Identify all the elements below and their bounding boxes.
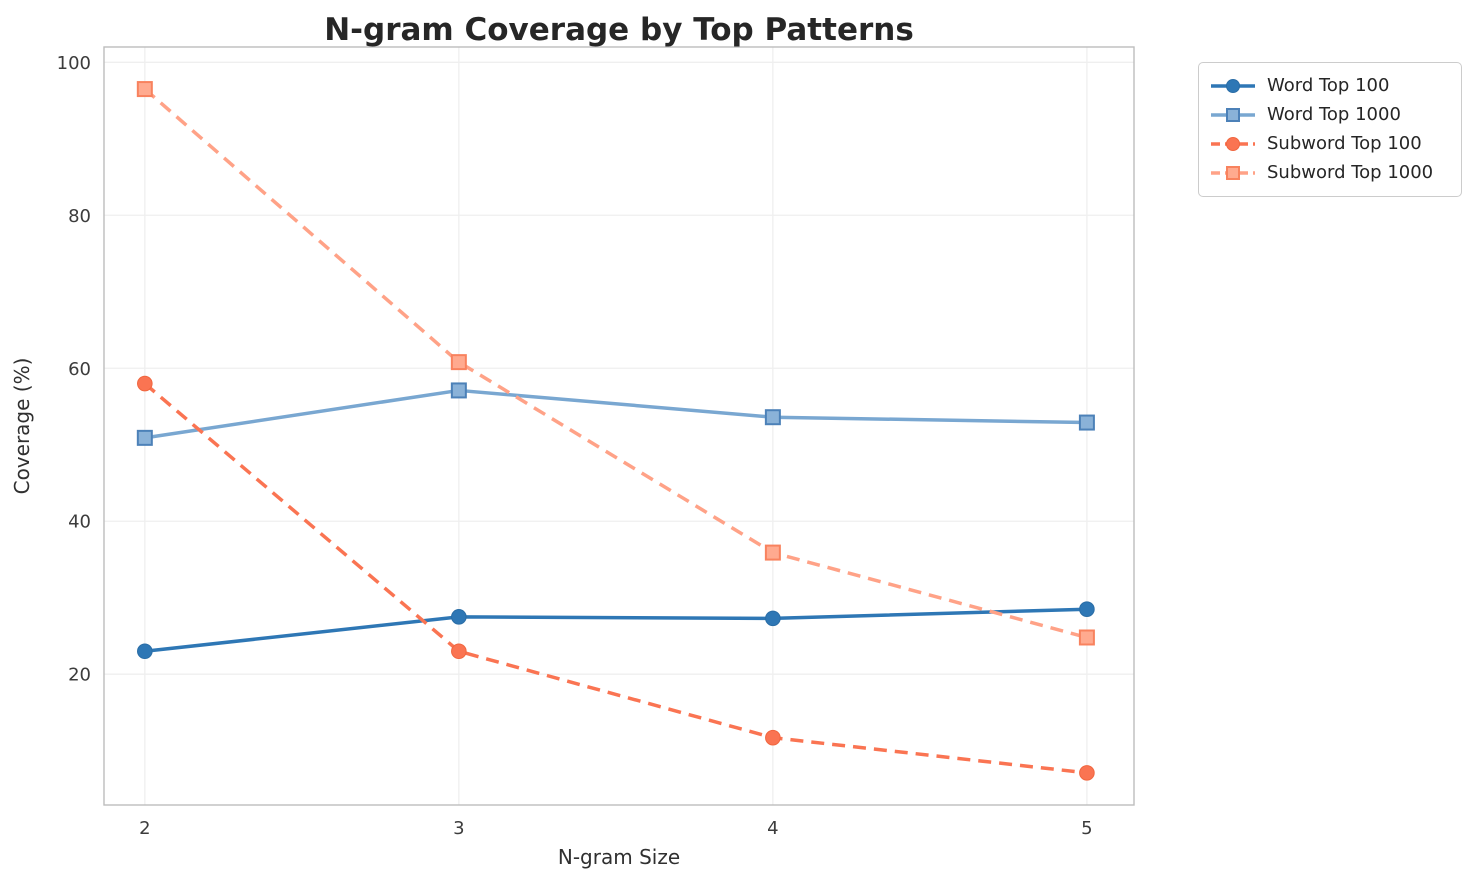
data-point-subword-top-100 xyxy=(1079,765,1095,781)
x-tick-label: 4 xyxy=(767,818,778,839)
legend-sample-marker xyxy=(1226,166,1240,180)
legend-sample-line-icon xyxy=(1211,79,1255,93)
series-layer xyxy=(136,81,1095,781)
data-point-subword-top-100 xyxy=(451,643,467,660)
data-point-word-top-100 xyxy=(137,643,153,660)
y-tick-label: 80 xyxy=(68,206,91,227)
grid-layer xyxy=(104,47,1134,805)
data-point-word-top-1000 xyxy=(136,429,153,446)
legend-item-word-top-100: Word Top 100 xyxy=(1210,72,1448,100)
y-tick-label: 60 xyxy=(68,359,91,380)
legend-item-subword-top-100: Subword Top 100 xyxy=(1210,130,1448,158)
legend-label: Word Top 100 xyxy=(1267,75,1390,96)
data-point-subword-top-1000 xyxy=(764,544,781,561)
data-point-word-top-1000 xyxy=(450,382,467,399)
data-point-subword-top-1000 xyxy=(1078,629,1095,646)
data-point-word-top-1000 xyxy=(764,409,781,426)
data-point-word-top-100 xyxy=(1079,601,1095,617)
tick-layer: 20 40 60 80 100 2 3 4 5 xyxy=(57,53,1093,839)
x-axis-label: N-gram Size xyxy=(558,845,680,869)
data-point-word-top-100 xyxy=(451,609,467,625)
y-tick-label: 100 xyxy=(57,53,91,74)
legend-sample-line-icon xyxy=(1211,166,1255,180)
legend-sample-marker xyxy=(1226,137,1240,151)
x-tick-label: 3 xyxy=(453,818,464,839)
legend-label: Word Top 1000 xyxy=(1267,104,1401,125)
chart-title: N-gram Coverage by Top Patterns xyxy=(324,12,914,48)
legend-label: Subword Top 1000 xyxy=(1267,162,1434,183)
data-point-subword-top-1000 xyxy=(136,81,153,98)
data-point-subword-top-1000 xyxy=(450,354,467,371)
series-line-subword-top-100 xyxy=(143,382,1088,775)
legend-item-word-top-1000: Word Top 1000 xyxy=(1210,101,1448,129)
data-point-subword-top-100 xyxy=(765,729,781,746)
series-line-word-top-100 xyxy=(144,607,1087,653)
legend-item-subword-top-1000: Subword Top 1000 xyxy=(1210,159,1448,187)
series-line-subword-top-1000 xyxy=(143,87,1088,640)
x-tick-label: 5 xyxy=(1081,818,1092,839)
y-tick-label: 20 xyxy=(68,665,91,686)
plot-border xyxy=(103,46,1135,806)
legend-label: Subword Top 100 xyxy=(1267,133,1422,154)
x-tick-label: 2 xyxy=(139,818,150,839)
y-tick-label: 40 xyxy=(68,512,91,533)
data-point-subword-top-100 xyxy=(137,375,153,392)
legend-sample-marker xyxy=(1226,108,1240,122)
data-point-word-top-100 xyxy=(765,610,781,627)
legend-sample-marker xyxy=(1226,79,1240,93)
series-line-word-top-1000 xyxy=(144,388,1087,440)
y-axis-label: Coverage (%) xyxy=(10,358,34,495)
legend-sample-line-icon xyxy=(1211,137,1255,151)
data-point-word-top-1000 xyxy=(1078,414,1095,431)
legend: Word Top 100 Word Top 1000 Subword Top 1… xyxy=(1198,62,1462,197)
legend-sample-line-icon xyxy=(1211,108,1255,122)
